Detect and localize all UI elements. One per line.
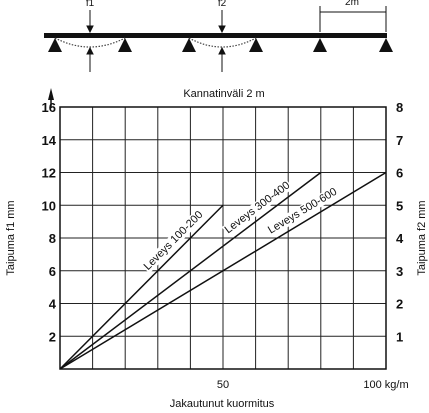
deflection-label-f1: f1 (86, 0, 95, 9)
y-tick-label-right: 5 (396, 198, 403, 213)
y-tick-label-left: 2 (49, 329, 56, 344)
series-line (59, 171, 322, 370)
span-dimension (319, 6, 387, 32)
y-tick-label-left: 6 (49, 264, 56, 279)
y-tick-label-left: 8 (49, 231, 56, 246)
y-tick-labels-right: 1 2 3 4 5 6 7 8 (396, 100, 404, 344)
y-tick-label-right: 1 (396, 329, 403, 344)
series-line (59, 204, 224, 370)
y-tick-label-right: 8 (396, 100, 403, 115)
beam (44, 33, 387, 38)
x-tick-labels: 50 100 kg/m (217, 379, 409, 391)
beam-diagram: f1 f2 2m (44, 0, 393, 72)
support-5 (313, 38, 327, 52)
series-label-background (265, 185, 341, 237)
x-tick-label: 100 kg/m (363, 379, 408, 391)
support-4 (249, 38, 263, 52)
y-tick-label-left: 12 (42, 166, 56, 181)
y-tick-label-right: 6 (396, 166, 403, 181)
y-axis-label-left: Taipuma f1 mm (5, 200, 17, 275)
deflection-label-f2: f2 (218, 0, 227, 9)
span-label: 2m (345, 0, 359, 8)
y-tick-labels-left: 2 4 6 8 10 12 14 16 (42, 100, 57, 344)
deflection-arrow-f1 (86, 10, 94, 72)
y-tick-label-left: 4 (49, 297, 57, 312)
y-tick-label-left: 16 (42, 100, 56, 115)
deflection-curve-f2 (188, 37, 257, 48)
deflection-curve-f1 (54, 37, 126, 48)
chart-title: Kannatinväli 2 m (183, 88, 264, 100)
y-axis-label-right: Taipuma f2 mm (416, 200, 428, 275)
grid (60, 107, 386, 369)
support-2 (118, 38, 132, 52)
y-tick-label-right: 3 (396, 264, 403, 279)
x-axis-label: Jakautunut kuormitus (170, 398, 275, 408)
y-axis-arrow-icon (48, 88, 54, 100)
support-6 (379, 38, 393, 52)
y-tick-label-right: 7 (396, 133, 403, 148)
series-label: Leveys 100-200 (142, 209, 206, 273)
series-line (59, 171, 387, 370)
y-tick-label-left: 10 (42, 198, 56, 213)
y-tick-label-right: 4 (396, 231, 404, 246)
y-tick-label-left: 14 (42, 133, 57, 148)
x-tick-label: 50 (217, 379, 229, 391)
series-label-background (221, 178, 294, 237)
series-label-background (140, 208, 207, 274)
support-3 (182, 38, 196, 52)
deflection-arrow-f2 (218, 10, 226, 72)
y-tick-label-right: 2 (396, 297, 403, 312)
support-1 (48, 38, 62, 52)
plot-frame (59, 106, 387, 370)
series-label-group: Leveys 100-200 (140, 208, 207, 274)
